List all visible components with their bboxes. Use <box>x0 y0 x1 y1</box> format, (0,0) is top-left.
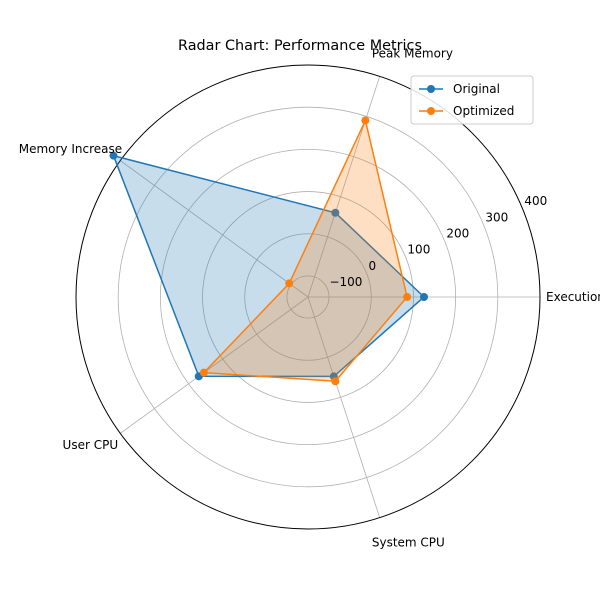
legend-swatch-marker <box>427 107 435 115</box>
angular-gridline <box>307 76 381 298</box>
data-point <box>331 377 340 386</box>
radial-tick-label: 100 <box>407 243 430 257</box>
data-point <box>285 279 294 288</box>
legend-swatch-marker <box>427 85 435 93</box>
angular-gridline <box>120 160 309 298</box>
grid-layer <box>75 64 541 530</box>
legend-box <box>410 75 534 125</box>
angular-gridline <box>307 296 381 518</box>
polar-frame <box>75 64 541 530</box>
radial-tick-label: −100 <box>329 275 362 289</box>
data-point <box>420 293 428 301</box>
chart-title: Radar Chart: Performance Metrics <box>178 38 422 54</box>
category-label: User CPU <box>63 438 119 452</box>
category-label: Peak Memory <box>372 46 453 60</box>
series-line <box>202 118 408 382</box>
radial-tick-label: 400 <box>524 194 547 208</box>
category-label: System CPU <box>372 536 445 550</box>
series-layer <box>109 116 428 386</box>
radial-tick-label: 0 <box>368 259 376 273</box>
label-layer: −100 0 100 200 300 400 Execution Time Peak Memo… <box>19 46 600 549</box>
angular-gridline <box>120 296 309 434</box>
data-point <box>331 208 340 217</box>
data-point <box>109 151 118 160</box>
legend-label: Original <box>453 82 500 96</box>
legend: Original Optimized <box>410 75 534 125</box>
data-point <box>199 368 208 377</box>
data-point <box>361 116 370 125</box>
series-area <box>113 155 424 377</box>
legend-label: Optimized <box>453 104 514 118</box>
radial-tick-label: 200 <box>446 227 469 241</box>
category-label: Memory Increase <box>19 142 122 156</box>
radial-tick-label: 300 <box>485 210 508 224</box>
series-area <box>203 120 408 382</box>
series-line <box>112 154 426 378</box>
data-point <box>403 293 412 301</box>
category-label: Execution Time <box>546 290 600 304</box>
